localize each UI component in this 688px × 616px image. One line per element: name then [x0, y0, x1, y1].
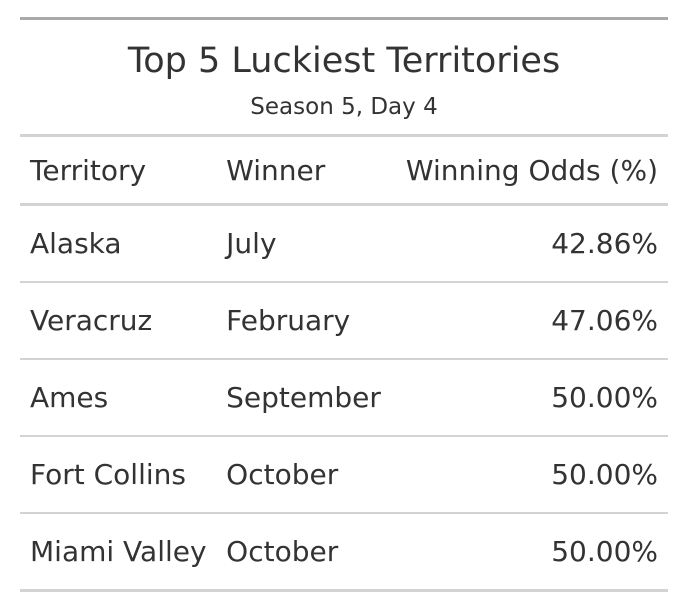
- winner-cell: September: [216, 359, 386, 437]
- table-row: Alaska July 42.86%: [20, 204, 668, 283]
- header-row: Territory Winner Winning Odds (%): [20, 137, 668, 206]
- column-header-winner: Winner: [216, 137, 386, 206]
- territory-cell: Miami Valley: [20, 513, 217, 592]
- data-table: Territory Winner Winning Odds (%) Alaska…: [20, 137, 668, 592]
- luckiest-territories-table: Top 5 Luckiest Territories Season 5, Day…: [20, 17, 668, 592]
- table-header: Top 5 Luckiest Territories Season 5, Day…: [20, 17, 668, 137]
- territory-cell: Ames: [20, 359, 217, 437]
- winner-cell: February: [216, 282, 386, 360]
- winning-odds-cell: 47.06%: [385, 282, 668, 360]
- table-row: Fort Collins October 50.00%: [20, 436, 668, 514]
- winning-odds-cell: 50.00%: [385, 359, 668, 437]
- territory-cell: Veracruz: [20, 282, 217, 360]
- winner-cell: July: [216, 204, 386, 283]
- territory-cell: Fort Collins: [20, 436, 217, 514]
- column-header-territory: Territory: [20, 137, 217, 206]
- table-row: Miami Valley October 50.00%: [20, 513, 668, 592]
- winner-cell: October: [216, 436, 386, 514]
- winning-odds-cell: 50.00%: [385, 513, 668, 592]
- table-title: Top 5 Luckiest Territories: [127, 41, 561, 81]
- territory-cell: Alaska: [20, 204, 217, 283]
- table-subtitle: Season 5, Day 4: [250, 94, 438, 120]
- column-header-winning-odds: Winning Odds (%): [385, 137, 668, 206]
- winning-odds-cell: 42.86%: [385, 204, 668, 283]
- table-row: Veracruz February 47.06%: [20, 282, 668, 360]
- winner-cell: October: [216, 513, 386, 592]
- winning-odds-cell: 50.00%: [385, 436, 668, 514]
- table-row: Ames September 50.00%: [20, 359, 668, 437]
